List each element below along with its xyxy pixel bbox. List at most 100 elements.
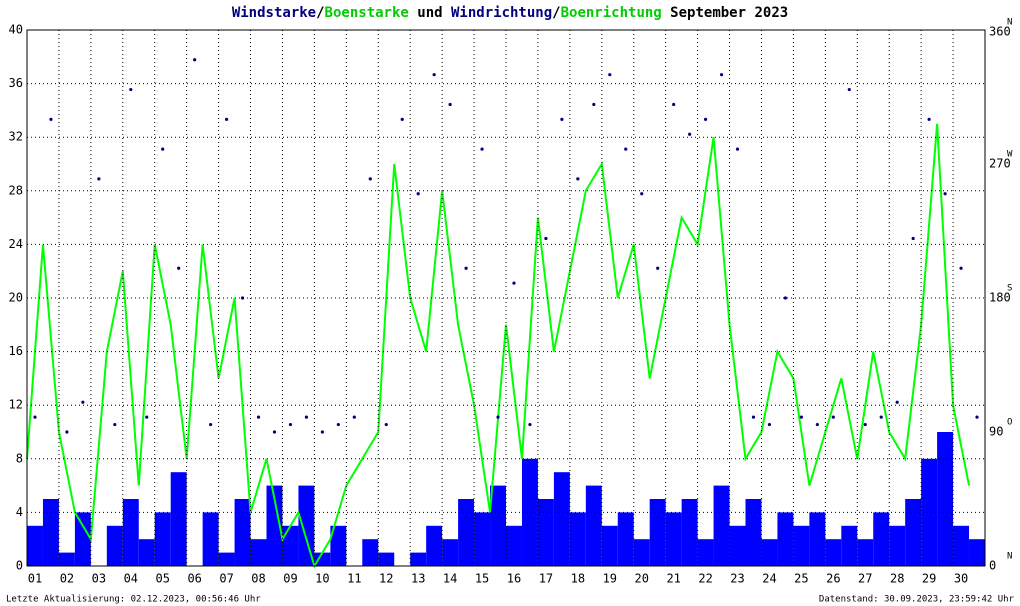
direction-point [911,236,915,241]
direction-point [975,415,979,419]
wind-speed-bar [266,485,283,566]
wind-speed-bar [202,512,219,566]
direction-point [336,422,340,427]
direction-point [177,266,181,270]
x-tick-label: 28 [890,572,904,586]
wind-speed-bar [713,485,730,566]
direction-point [927,117,931,121]
direction-point [400,117,404,121]
wind-speed-bar [665,512,682,566]
x-tick-label: 21 [666,572,680,586]
wind-speed-bar [905,499,922,566]
wind-speed-bar [314,552,331,566]
direction-point [735,147,740,151]
x-tick-label: 30 [954,572,968,586]
y-tick-label: 24 [9,237,23,251]
y-tick-label: 16 [9,344,23,358]
wind-speed-bar [74,512,91,566]
y-tick-label: 12 [9,398,23,412]
direction-label: N [1007,18,1012,28]
direction-label: O [1007,418,1012,428]
x-tick-label: 06 [187,572,201,586]
direction-point [767,422,772,427]
wind-speed-bar [442,539,459,566]
direction-point [256,415,261,419]
direction-point [240,296,245,300]
direction-point [416,192,420,196]
x-tick-label: 23 [730,572,744,586]
x-tick-label: 18 [571,572,585,586]
y2-tick-label: 90 [989,425,1003,439]
title-part: / [316,5,324,21]
x-tick-label: 29 [922,572,936,586]
wind-speed-bar [889,525,906,566]
direction-point [193,58,197,62]
x-tick-label: 05 [156,572,170,586]
wind-speed-bar [537,499,554,566]
x-tick-label: 03 [92,572,106,586]
direction-point [783,296,788,300]
x-tick-label: 12 [379,572,393,586]
direction-point [640,192,644,196]
direction-point [480,147,484,151]
x-tick-label: 15 [475,572,489,586]
wind-speed-bar [873,512,890,566]
direction-point [895,400,899,404]
x-tick-label: 09 [283,572,297,586]
wind-speed-bar [298,485,315,566]
direction-label: S [1007,284,1012,294]
x-tick-label: 20 [635,572,649,586]
direction-point [528,422,532,427]
wind-speed-bar [122,499,139,566]
direction-point [464,266,468,270]
x-tick-label: 19 [603,572,617,586]
direction-point [49,117,53,121]
wind-speed-bar [729,525,746,566]
wind-speed-bar [633,539,650,566]
direction-point [272,430,277,434]
plot-frame [26,29,986,567]
direction-point [161,147,165,151]
title-part: Boenstarke [325,5,409,21]
direction-point [65,430,69,434]
wind-speed-bar [921,458,938,566]
wind-speed-bar [681,499,698,566]
wind-speed-bar [218,552,235,566]
direction-point [879,415,883,419]
wind-speed-bar [825,539,842,566]
wind-speed-bar [378,552,395,566]
x-tick-label: 10 [315,572,329,586]
wind-speed-bar [617,512,634,566]
y2-tick-label: 180 [989,291,1011,305]
x-tick-label: 02 [60,572,74,586]
wind-speed-bar [937,432,954,566]
wind-speed-bar [809,512,826,566]
wind-speed-bar [170,472,187,566]
direction-point [384,422,388,427]
direction-point [304,415,309,419]
direction-point [751,415,756,419]
wind-speed-bar [585,485,602,566]
direction-point [512,281,516,285]
direction-point [624,147,628,151]
title-part: September 2023 [662,5,788,21]
direction-point [145,415,149,419]
wind-speed-bar [777,512,794,566]
wind-speed-bar [426,525,443,566]
x-tick-label: 25 [794,572,808,586]
wind-speed-bar [553,472,570,566]
title-part: und [409,5,451,21]
x-tick-label: 13 [411,572,425,586]
y2-tick-label: 0 [989,559,996,573]
x-tick-label: 16 [507,572,521,586]
x-tick-label: 22 [698,572,712,586]
direction-point [97,177,101,181]
y-tick-label: 8 [16,451,23,465]
wind-speed-bar [474,512,491,566]
wind-speed-bar [569,512,586,566]
wind-speed-bar [857,539,874,566]
direction-point [288,422,293,427]
direction-point [496,415,500,419]
direction-point [368,177,372,181]
